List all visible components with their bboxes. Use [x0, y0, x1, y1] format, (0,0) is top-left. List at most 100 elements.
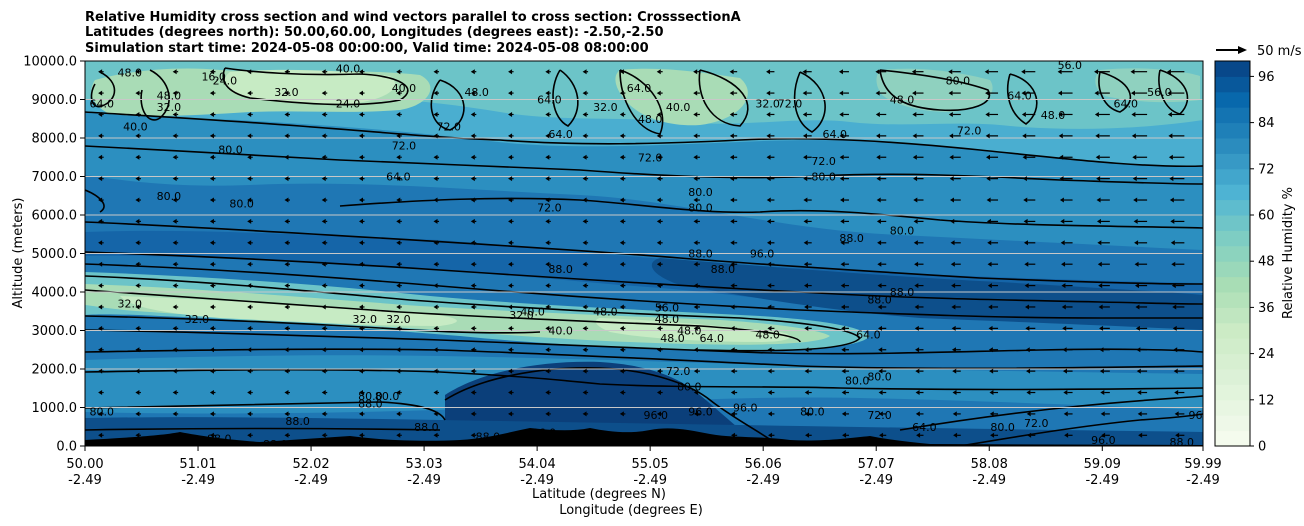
wind-vector-head — [1058, 90, 1063, 96]
colorbar-segment — [1215, 230, 1250, 247]
wind-vector-head — [508, 240, 513, 246]
colorbar-tick-label: 0 — [1258, 440, 1266, 455]
wind-vector-head — [1136, 368, 1141, 374]
wind-vector-head — [470, 390, 475, 396]
colorbar-tick-label: 36 — [1258, 301, 1275, 316]
wind-vector-head — [951, 325, 956, 331]
contour-label: 64.0 — [548, 128, 573, 141]
contour-line — [85, 348, 1203, 370]
colorbar-segment — [1215, 276, 1250, 293]
wind-vector-head — [876, 197, 881, 203]
wind-vector-head — [582, 133, 587, 139]
wind-vector-head — [433, 304, 438, 310]
wind-vector-head — [1094, 111, 1099, 117]
colorbar-tick-label: 12 — [1258, 393, 1275, 408]
contour-label: 48.0 — [118, 67, 143, 80]
wind-vector-head — [284, 347, 289, 353]
wind-vector-head — [803, 240, 808, 246]
contour-label: 88.0 — [162, 432, 187, 445]
wind-vector-head — [247, 176, 252, 182]
x-tick-label-lon: -2.49 — [746, 473, 780, 488]
wind-vector-head — [321, 283, 326, 289]
contour-label: 32.0 — [509, 309, 534, 322]
wind-vector-head — [98, 154, 103, 160]
wind-vector-head — [1094, 90, 1099, 96]
wind-vector-head — [656, 240, 661, 246]
wind-vector-head — [209, 411, 214, 417]
contour-label: 64.0 — [90, 97, 115, 110]
wind-vector-head — [209, 390, 214, 396]
wind-vector-head — [545, 347, 550, 353]
wind-vector-head — [619, 432, 624, 438]
wind-vector-head — [433, 111, 438, 117]
contour-label: 96.0 — [1189, 409, 1214, 422]
wind-vector-head — [1024, 261, 1029, 267]
wind-vector-head — [875, 69, 880, 75]
contour-label: 80.0 — [845, 375, 870, 388]
wind-vector-head — [582, 176, 587, 182]
wind-vector-head — [802, 133, 807, 139]
wind-vector-head — [1027, 432, 1032, 438]
wind-vector-head — [545, 218, 550, 224]
wind-vector-head — [1063, 411, 1068, 417]
wind-vector-head — [914, 304, 919, 310]
wind-vector-head — [1100, 390, 1105, 396]
contour-label: 88.0 — [476, 430, 501, 443]
wind-vector-head — [803, 218, 808, 224]
wind-vector-head — [247, 432, 252, 438]
wind-vector-head — [804, 390, 809, 396]
wind-vector-head — [433, 197, 438, 203]
wind-vector-head — [1060, 240, 1065, 246]
wind-vector-head — [804, 347, 809, 353]
contour-label: 40.0 — [548, 325, 573, 338]
wind-vector-head — [656, 325, 661, 331]
colorbar-segment — [1215, 61, 1250, 77]
wind-vector-head — [172, 218, 177, 224]
rh-moist-mid-core — [651, 258, 1203, 330]
wind-vector-head — [321, 325, 326, 331]
wind-vector-head — [877, 304, 882, 310]
wind-vector-head — [1099, 368, 1104, 374]
wind-vector-head — [1100, 411, 1105, 417]
contour-line — [90, 71, 116, 108]
wind-vector-head — [396, 197, 401, 203]
wind-vector-head — [841, 390, 846, 396]
colorbar-segment — [1215, 153, 1250, 170]
wind-vector-head — [582, 218, 587, 224]
colorbar: 0 12 24 36 48 60 72 84 96 Relative Humidity % — [1214, 60, 1296, 455]
wind-vector-head — [1098, 283, 1103, 289]
wind-vector-head — [209, 197, 214, 203]
wind-vector-head — [321, 197, 326, 203]
wind-vector-head — [1059, 176, 1064, 182]
wind-vector-head — [987, 240, 992, 246]
colorbar-label: Relative Humidity % — [1281, 187, 1296, 319]
x-tick-label-lat: 54.04 — [519, 457, 556, 472]
wind-vector-head — [433, 218, 438, 224]
wind-vector-head — [1021, 111, 1026, 117]
contour-label: 80.0 — [688, 201, 713, 214]
wind-vector-head — [545, 283, 550, 289]
contour-label: 96.0 — [750, 248, 775, 261]
wind-vector-head — [98, 133, 103, 139]
contour-label: 32.0 — [755, 97, 780, 110]
wind-vector-head — [839, 176, 844, 182]
wind-vector-head — [730, 411, 735, 417]
wind-vector-head — [619, 390, 624, 396]
wind-vector-head — [878, 390, 883, 396]
wind-vector-head — [1057, 69, 1062, 75]
wind-vector-head — [247, 411, 252, 417]
wind-vector-head — [877, 283, 882, 289]
contour-label: 72.0 — [811, 155, 836, 168]
wind-vector-head — [619, 154, 624, 160]
wind-vector-head — [247, 390, 252, 396]
wind-vector-head — [619, 283, 624, 289]
wind-vector-head — [913, 197, 918, 203]
wind-vector-head — [875, 90, 880, 96]
wind-vector-head — [321, 304, 326, 310]
wind-vector-head — [1173, 347, 1178, 353]
contour-label: 64.0 — [627, 82, 652, 95]
wind-vector-head — [98, 347, 103, 353]
wind-vector-head — [321, 69, 326, 75]
wind-vector-head — [1062, 325, 1067, 331]
wind-vector-head — [321, 347, 326, 353]
